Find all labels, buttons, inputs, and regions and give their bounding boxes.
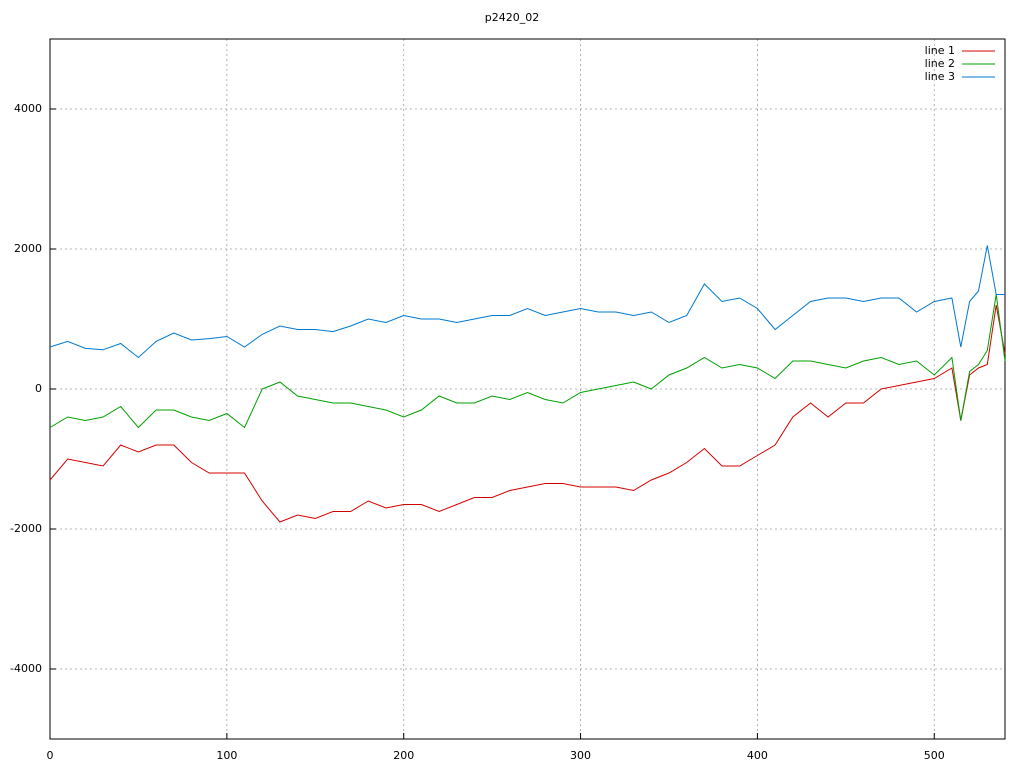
legend-label: line 1 <box>925 44 955 57</box>
legend-label: line 2 <box>925 57 955 70</box>
y-tick-label: -4000 <box>10 662 42 675</box>
y-tick-label: 0 <box>35 382 42 395</box>
x-tick-label: 300 <box>570 749 591 762</box>
x-tick-label: 100 <box>216 749 237 762</box>
legend-label: line 3 <box>925 70 955 83</box>
data-line <box>49 304 1006 523</box>
x-tick-label: 400 <box>747 749 768 762</box>
y-tick-label: 4000 <box>14 102 42 115</box>
x-tick-label: 0 <box>47 749 54 762</box>
data-line <box>49 245 1005 359</box>
data-line <box>49 294 1006 429</box>
chart-title: p2420_02 <box>485 11 539 24</box>
y-tick-label: -2000 <box>10 522 42 535</box>
plot-border <box>49 38 1006 740</box>
x-tick-label: 500 <box>924 749 945 762</box>
x-tick-label: 200 <box>393 749 414 762</box>
y-tick-label: 2000 <box>14 242 42 255</box>
